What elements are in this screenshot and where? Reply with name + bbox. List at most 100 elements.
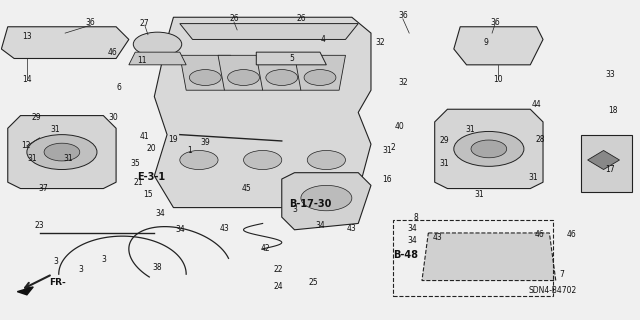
Text: 46: 46 (567, 230, 577, 239)
Circle shape (244, 150, 282, 170)
Polygon shape (454, 27, 543, 65)
Text: 2: 2 (391, 143, 396, 152)
Circle shape (304, 69, 336, 85)
Text: 7: 7 (560, 270, 564, 279)
Text: 13: 13 (22, 32, 32, 41)
Circle shape (189, 69, 221, 85)
Text: 29: 29 (440, 136, 449, 146)
Text: 31: 31 (440, 159, 449, 168)
Polygon shape (256, 52, 326, 65)
Text: 26: 26 (229, 14, 239, 23)
Text: 33: 33 (605, 70, 615, 79)
Polygon shape (581, 135, 632, 192)
Text: 40: 40 (395, 122, 404, 131)
Text: 32: 32 (376, 38, 385, 47)
Text: 23: 23 (35, 220, 44, 229)
Text: FR-: FR- (49, 278, 66, 287)
Polygon shape (256, 55, 307, 90)
Text: 43: 43 (220, 224, 229, 233)
Text: 24: 24 (274, 282, 284, 292)
Text: 26: 26 (296, 14, 306, 23)
Text: E-3-1: E-3-1 (137, 172, 165, 182)
Polygon shape (154, 17, 371, 208)
Circle shape (266, 69, 298, 85)
Text: 14: 14 (22, 75, 32, 84)
Polygon shape (422, 233, 556, 281)
Circle shape (307, 150, 346, 170)
Polygon shape (294, 55, 346, 90)
Text: 34: 34 (175, 225, 185, 234)
Text: 37: 37 (38, 184, 48, 193)
Text: 27: 27 (140, 19, 150, 28)
Polygon shape (129, 52, 186, 65)
Text: 17: 17 (605, 165, 615, 174)
Text: 19: 19 (168, 135, 179, 144)
Text: 39: 39 (200, 138, 210, 147)
Text: 36: 36 (398, 11, 408, 20)
Polygon shape (588, 150, 620, 170)
Polygon shape (17, 287, 33, 295)
Text: 8: 8 (413, 212, 418, 222)
Text: 46: 46 (535, 230, 545, 239)
Text: 4: 4 (321, 35, 326, 44)
Text: 12: 12 (21, 141, 30, 150)
Polygon shape (180, 55, 231, 90)
Text: 22: 22 (274, 265, 284, 274)
Polygon shape (8, 116, 116, 188)
Text: B-48: B-48 (394, 250, 419, 260)
Text: 31: 31 (27, 154, 36, 163)
Polygon shape (218, 55, 269, 90)
Text: 16: 16 (382, 174, 392, 184)
Text: 6: 6 (117, 83, 122, 92)
Text: 36: 36 (490, 18, 500, 27)
Text: 31: 31 (474, 190, 484, 199)
Text: 31: 31 (51, 125, 60, 134)
Text: 35: 35 (131, 159, 140, 168)
Text: 34: 34 (408, 236, 417, 245)
Text: 3: 3 (101, 255, 106, 264)
Text: 32: 32 (398, 78, 408, 87)
Text: 11: 11 (137, 56, 147, 65)
Text: 3: 3 (79, 265, 83, 274)
Polygon shape (180, 24, 358, 39)
Polygon shape (435, 109, 543, 188)
Text: 43: 43 (433, 233, 443, 242)
Text: 30: 30 (108, 113, 118, 122)
Text: 20: 20 (147, 144, 156, 153)
Text: 41: 41 (140, 132, 150, 141)
Circle shape (180, 150, 218, 170)
Text: 38: 38 (153, 263, 163, 272)
Text: 21: 21 (134, 178, 143, 187)
Circle shape (301, 185, 352, 211)
Bar (394, 220, 552, 296)
Circle shape (27, 135, 97, 170)
Polygon shape (1, 27, 129, 59)
Text: 28: 28 (535, 135, 545, 144)
Text: 18: 18 (609, 106, 618, 115)
Circle shape (454, 132, 524, 166)
Text: 34: 34 (315, 220, 325, 229)
Text: 42: 42 (261, 244, 271, 253)
Text: 31: 31 (529, 173, 538, 182)
Text: 3: 3 (53, 257, 58, 266)
Text: 31: 31 (63, 154, 73, 163)
Text: 36: 36 (86, 18, 95, 27)
Text: 44: 44 (532, 100, 541, 109)
Text: 25: 25 (309, 278, 319, 287)
Text: 3: 3 (292, 205, 297, 214)
Text: 10: 10 (493, 75, 503, 84)
Text: 1: 1 (187, 146, 192, 155)
Polygon shape (282, 173, 371, 230)
Text: 31: 31 (382, 146, 392, 155)
Text: 15: 15 (143, 190, 153, 199)
Text: 34: 34 (156, 209, 166, 219)
Circle shape (471, 140, 507, 158)
Text: 5: 5 (289, 54, 294, 63)
Text: 9: 9 (483, 38, 488, 47)
Text: 31: 31 (465, 125, 474, 134)
Circle shape (133, 32, 182, 56)
Text: B-17-30: B-17-30 (289, 199, 332, 209)
Text: 46: 46 (108, 48, 118, 57)
Text: SDN4-B4702: SDN4-B4702 (529, 285, 577, 295)
Text: 43: 43 (347, 224, 356, 233)
